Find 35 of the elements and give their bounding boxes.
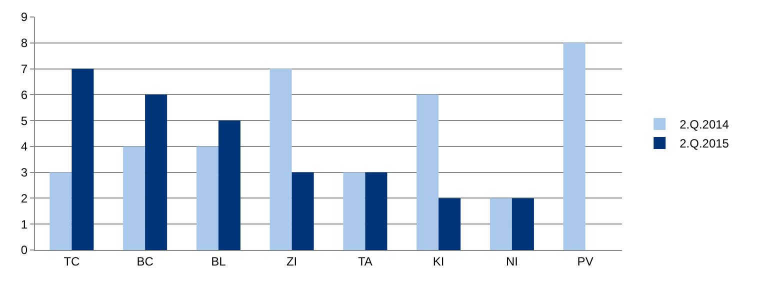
y-tick-label: 0 (20, 243, 28, 258)
x-tick-label: TA (358, 254, 372, 268)
y-tick-label: 1 (20, 217, 28, 232)
x-tick-label: BC (136, 254, 154, 268)
x-tick-label: PV (577, 254, 594, 268)
legend-label: 2.Q.2015 (680, 136, 730, 151)
bar (145, 94, 168, 250)
bar (563, 42, 586, 250)
y-tick-label: 7 (20, 62, 28, 76)
bar (123, 146, 146, 250)
y-tick-label: 4 (20, 140, 28, 154)
bar (512, 198, 534, 250)
x-tick-label: BL (211, 254, 226, 268)
y-tick-label: 3 (20, 166, 28, 180)
x-tick-label: TC (64, 254, 80, 268)
bar (490, 198, 512, 250)
x-tick-label: ZI (286, 254, 298, 268)
x-tick-label: KI (432, 254, 444, 268)
y-tick-label: 9 (20, 10, 28, 24)
bar (218, 120, 240, 250)
bar (72, 68, 94, 250)
y-tick-label: 2 (20, 191, 28, 206)
bar (438, 198, 461, 250)
bar (365, 172, 388, 250)
bar (196, 146, 218, 250)
x-tick-label: NI (506, 254, 518, 268)
y-tick-label: 6 (20, 88, 28, 102)
bar (416, 94, 439, 250)
legend-label: 2.Q.2014 (680, 118, 730, 132)
bar (50, 172, 72, 250)
y-tick-label: 8 (20, 36, 28, 50)
bar (343, 172, 366, 250)
bar (270, 68, 292, 250)
bar (292, 172, 314, 250)
y-tick-label: 5 (20, 114, 28, 128)
